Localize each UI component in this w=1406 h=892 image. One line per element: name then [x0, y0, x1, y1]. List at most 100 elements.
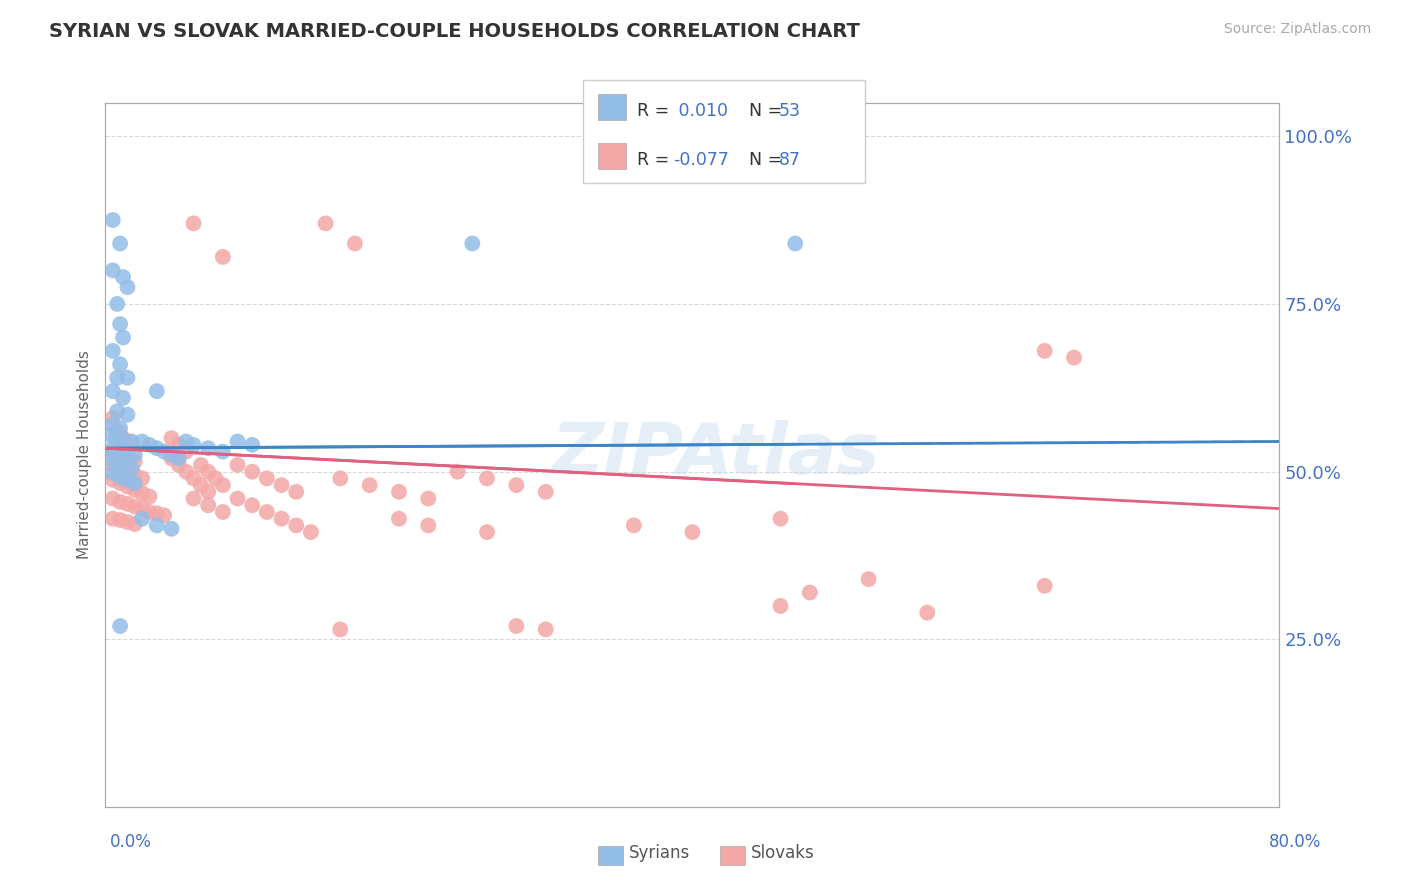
Point: [108, 476, 131, 491]
Point: [160, 448, 183, 462]
Point: [138, 438, 160, 452]
Point: [1033, 343, 1056, 358]
Point: [112, 458, 135, 472]
Point: [190, 478, 212, 492]
Point: [101, 491, 124, 506]
Text: R =: R =: [637, 102, 675, 120]
Point: [112, 431, 135, 445]
Point: [174, 444, 197, 458]
Point: [131, 511, 153, 525]
Point: [117, 479, 139, 493]
Point: [101, 473, 124, 487]
Point: [388, 484, 411, 499]
Point: [117, 434, 139, 449]
Point: [112, 391, 135, 405]
Point: [197, 498, 219, 512]
Point: [505, 478, 527, 492]
Point: [1063, 351, 1085, 365]
Point: [240, 465, 263, 479]
Point: [146, 518, 169, 533]
Point: [153, 508, 176, 523]
Point: [160, 522, 183, 536]
Point: [183, 216, 205, 230]
Point: [117, 465, 139, 479]
Point: [121, 434, 143, 449]
Text: SYRIAN VS SLOVAK MARRIED-COUPLE HOUSEHOLDS CORRELATION CHART: SYRIAN VS SLOVAK MARRIED-COUPLE HOUSEHOL…: [49, 22, 860, 41]
Point: [108, 448, 131, 462]
Point: [124, 455, 146, 469]
Point: [138, 505, 160, 519]
Point: [112, 433, 135, 447]
Point: [124, 448, 146, 462]
Text: Source: ZipAtlas.com: Source: ZipAtlas.com: [1223, 22, 1371, 37]
Point: [153, 444, 176, 458]
Point: [315, 216, 337, 230]
Point: [146, 441, 169, 455]
Point: [174, 465, 197, 479]
Point: [534, 623, 557, 637]
Point: [226, 458, 249, 472]
Point: [167, 458, 190, 472]
Point: [101, 343, 124, 358]
Point: [101, 417, 124, 432]
Point: [112, 270, 135, 285]
Point: [299, 525, 322, 540]
Point: [117, 473, 139, 487]
Point: [270, 511, 292, 525]
Point: [108, 357, 131, 371]
Point: [108, 461, 131, 475]
Point: [108, 236, 131, 251]
Point: [211, 478, 233, 492]
Point: [211, 250, 233, 264]
Point: [117, 515, 139, 529]
Point: [167, 438, 190, 452]
Point: [105, 370, 128, 384]
Point: [117, 370, 139, 384]
Point: [112, 330, 135, 344]
Point: [105, 297, 128, 311]
Point: [101, 441, 124, 455]
Point: [146, 506, 169, 520]
Point: [108, 470, 131, 484]
Point: [461, 236, 484, 251]
Text: Syrians: Syrians: [628, 844, 690, 862]
Point: [138, 490, 160, 504]
Point: [108, 427, 131, 442]
Point: [124, 516, 146, 531]
Text: 87: 87: [779, 151, 801, 169]
Point: [101, 511, 124, 525]
Point: [167, 451, 190, 466]
Point: [682, 525, 704, 540]
Point: [329, 471, 352, 485]
Point: [101, 444, 124, 458]
Point: [124, 476, 146, 491]
Point: [101, 213, 124, 227]
Point: [131, 434, 153, 449]
Point: [105, 425, 128, 439]
Point: [121, 438, 143, 452]
Point: [101, 411, 124, 425]
Point: [211, 505, 233, 519]
Point: [105, 455, 128, 469]
Point: [256, 471, 278, 485]
Point: [160, 431, 183, 445]
Point: [117, 280, 139, 294]
Point: [270, 478, 292, 492]
Text: R =: R =: [637, 151, 675, 169]
Text: -0.077: -0.077: [673, 151, 730, 169]
Point: [108, 513, 131, 527]
Point: [117, 451, 139, 466]
Point: [117, 446, 139, 460]
Point: [121, 461, 143, 475]
Point: [285, 484, 308, 499]
Point: [108, 495, 131, 509]
Point: [329, 623, 352, 637]
Point: [131, 471, 153, 485]
Point: [447, 465, 470, 479]
Text: N =: N =: [738, 102, 787, 120]
Text: Slovaks: Slovaks: [751, 844, 814, 862]
Point: [197, 484, 219, 499]
Point: [418, 491, 440, 506]
Point: [101, 458, 124, 472]
Point: [475, 471, 498, 485]
